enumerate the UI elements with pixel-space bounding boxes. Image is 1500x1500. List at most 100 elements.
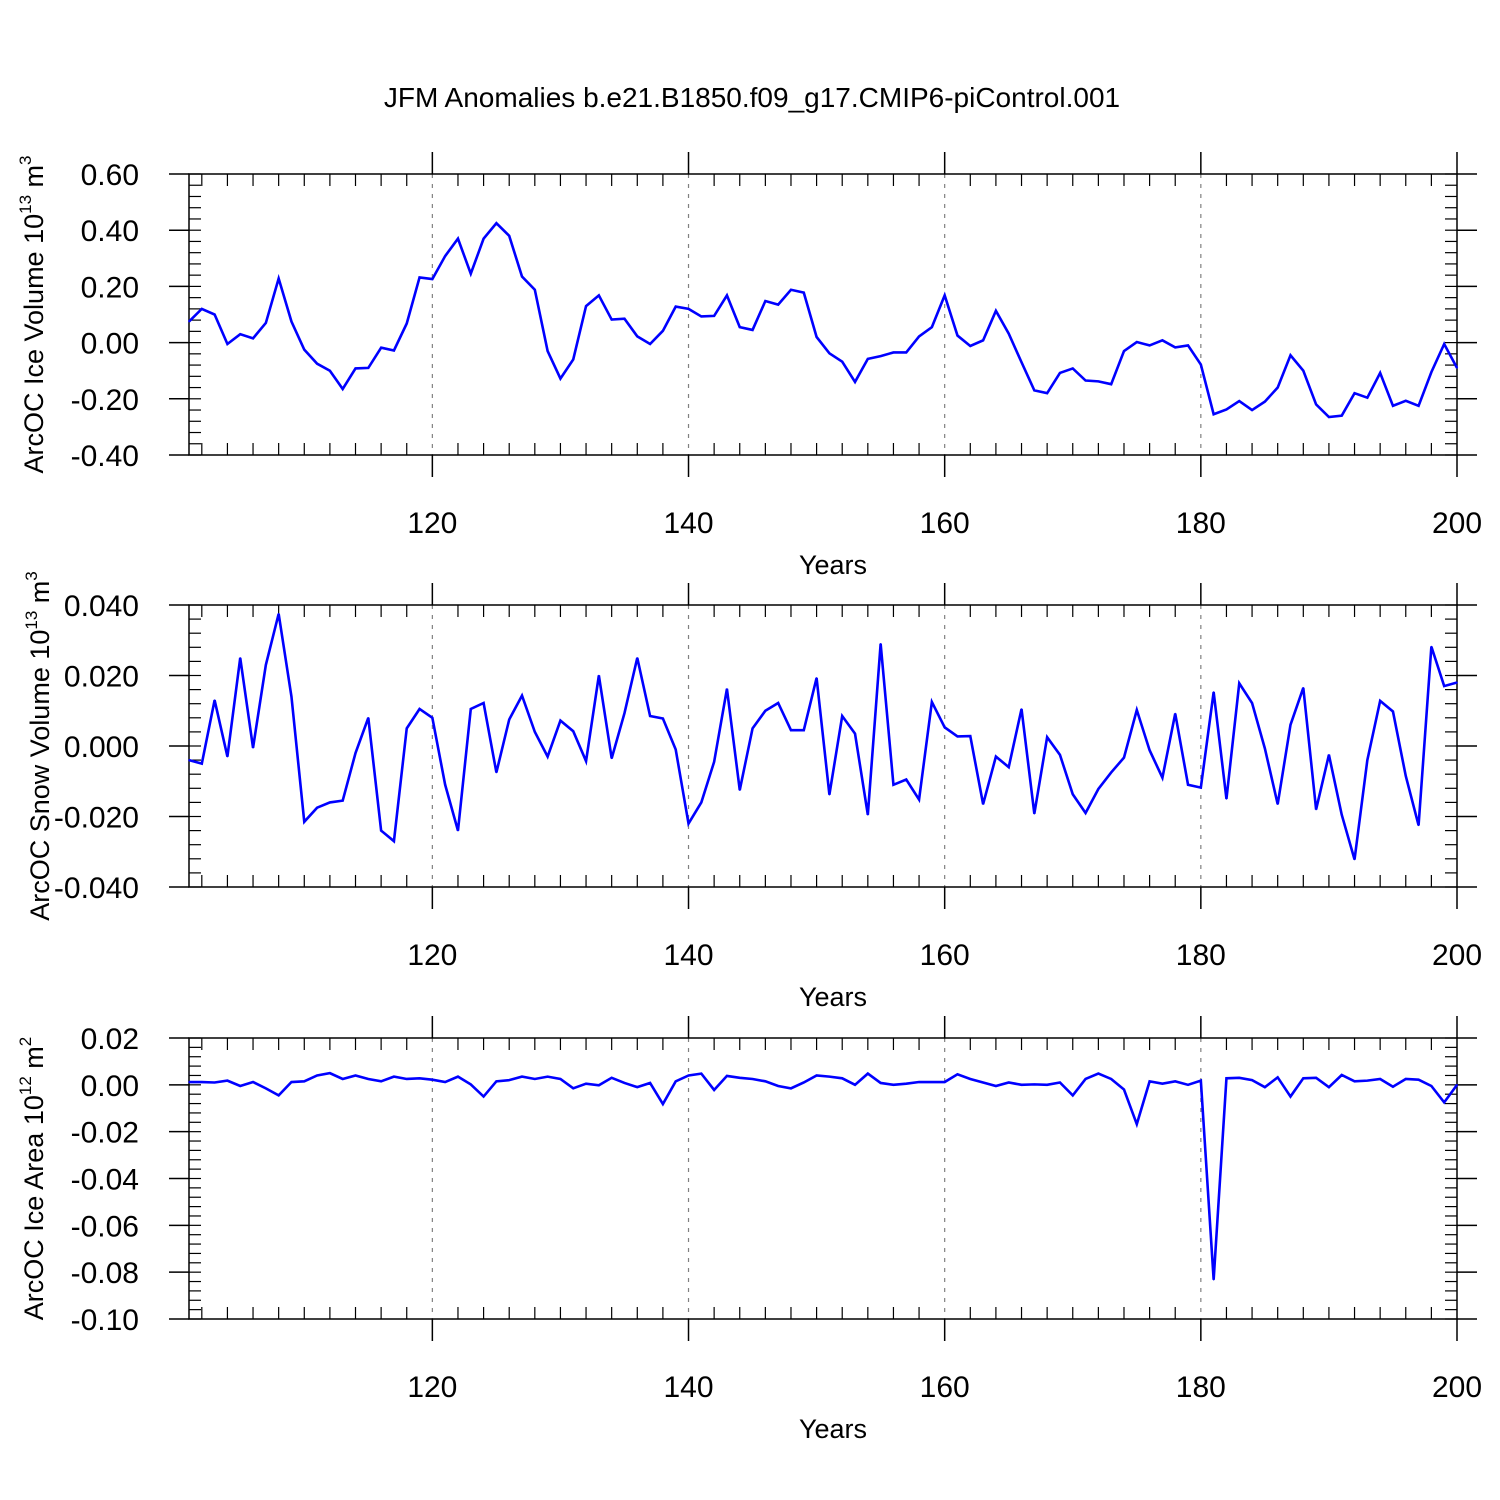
data-point	[418, 1077, 421, 1080]
y-tick-label: -0.40	[71, 440, 139, 473]
data-point	[457, 237, 459, 240]
data-point	[469, 1083, 472, 1086]
data-point	[905, 1082, 908, 1085]
data-point	[1443, 1101, 1445, 1104]
data-point	[982, 1081, 984, 1084]
x-tick-label: 140	[663, 939, 713, 972]
x-axis-label: Years	[799, 550, 867, 580]
data-point	[738, 326, 741, 328]
data-point	[482, 1095, 485, 1098]
data-point	[508, 1079, 511, 1081]
data-point	[674, 305, 677, 308]
data-point	[918, 1081, 920, 1083]
data-point	[777, 702, 779, 704]
data-point	[636, 335, 639, 338]
data-point	[188, 320, 190, 323]
data-point	[572, 730, 575, 732]
data-point	[623, 317, 626, 320]
data-point	[995, 1085, 997, 1087]
data-point	[1353, 1080, 1356, 1083]
x-tick-label: 120	[407, 507, 457, 540]
data-point	[239, 1085, 242, 1087]
data-point	[1097, 380, 1100, 383]
data-point	[943, 294, 946, 297]
data-point	[521, 1075, 523, 1078]
y-tick-label: 0.02	[81, 1023, 139, 1056]
data-point	[854, 1084, 856, 1086]
data-point	[1315, 1077, 1317, 1079]
data-point	[508, 235, 511, 237]
data-point	[1404, 1078, 1407, 1080]
data-point	[790, 1087, 792, 1090]
data-point	[738, 789, 741, 791]
y-tick-label: -0.20	[71, 384, 139, 417]
data-point	[303, 348, 306, 351]
data-point	[687, 822, 690, 825]
data-point	[316, 1074, 318, 1077]
data-point	[1456, 367, 1458, 369]
data-point	[341, 799, 344, 802]
panel-ice-volume: -0.40 -0.20 0.00 0.20 0.40 0.60 120 140 160 180 20…	[16, 152, 1482, 580]
data-point	[1302, 687, 1305, 689]
data-point	[1264, 1086, 1266, 1088]
data-point	[1046, 1084, 1048, 1086]
data-point	[1020, 1084, 1023, 1086]
data-point	[918, 798, 920, 801]
x-tick-label: 180	[1176, 507, 1226, 540]
data-point	[316, 806, 318, 809]
data-point	[905, 778, 908, 781]
y-tick-label: -0.06	[71, 1210, 139, 1243]
data-point	[1033, 812, 1036, 815]
data-point	[290, 695, 293, 698]
data-point	[1225, 798, 1228, 800]
data-point	[534, 288, 536, 291]
data-point	[534, 731, 536, 733]
y-tick-label: 0.40	[81, 215, 139, 248]
data-point	[802, 291, 805, 294]
data-point	[1340, 813, 1343, 816]
data-point	[879, 642, 882, 645]
data-point	[956, 1073, 959, 1076]
data-point	[1430, 371, 1433, 373]
data-point	[1379, 700, 1381, 702]
data-point	[815, 1074, 818, 1077]
data-point	[495, 222, 498, 224]
data-point	[1417, 824, 1420, 827]
data-point	[1443, 685, 1445, 687]
data-point	[751, 727, 754, 730]
data-point	[1174, 1080, 1177, 1083]
data-point	[1135, 709, 1138, 711]
data-point	[892, 351, 895, 354]
data-point	[687, 308, 690, 310]
data-point	[1276, 803, 1279, 805]
data-point	[546, 755, 549, 758]
data-point	[303, 1080, 306, 1083]
data-point	[726, 1075, 728, 1077]
data-point	[867, 1072, 869, 1075]
data-point	[777, 1085, 779, 1087]
data-point	[1200, 1079, 1202, 1082]
data-point	[662, 329, 664, 332]
y-label-exponent: 13	[16, 195, 35, 214]
data-point	[1353, 392, 1356, 394]
data-point	[1225, 1077, 1228, 1080]
data-point	[700, 801, 703, 804]
data-point	[1340, 414, 1343, 417]
data-point	[1212, 413, 1215, 416]
data-point	[1392, 1085, 1394, 1088]
data-point	[1148, 344, 1151, 347]
data-point	[1340, 1074, 1343, 1076]
data-point	[1430, 1085, 1433, 1087]
data-point	[1097, 1072, 1100, 1075]
data-point	[380, 346, 382, 349]
y-tick-label: -0.040	[54, 872, 139, 905]
data-point	[918, 335, 920, 338]
data-point	[1328, 416, 1330, 418]
data-point	[892, 783, 895, 786]
data-point	[393, 840, 395, 842]
data-point	[367, 1078, 370, 1080]
data-point	[1379, 372, 1381, 374]
data-point	[1046, 736, 1048, 738]
data-point	[738, 1077, 741, 1079]
